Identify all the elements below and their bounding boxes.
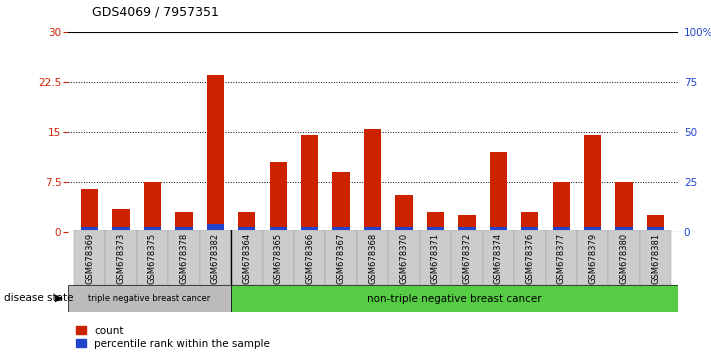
Text: GSM678367: GSM678367: [336, 233, 346, 284]
Text: GSM678365: GSM678365: [274, 233, 283, 284]
Bar: [483, 230, 514, 285]
Text: GSM678366: GSM678366: [305, 233, 314, 284]
Bar: [459, 227, 476, 232]
Text: GSM678372: GSM678372: [462, 233, 471, 284]
Bar: [388, 230, 419, 285]
Bar: [105, 230, 137, 285]
Bar: [238, 227, 255, 232]
Bar: [584, 135, 602, 232]
Text: non-triple negative breast cancer: non-triple negative breast cancer: [367, 294, 542, 304]
Bar: [427, 227, 444, 232]
Bar: [609, 230, 640, 285]
Bar: [616, 182, 633, 232]
Text: GSM678364: GSM678364: [242, 233, 251, 284]
Bar: [552, 227, 570, 232]
Bar: [262, 230, 294, 285]
Bar: [74, 230, 105, 285]
Bar: [514, 230, 545, 285]
Bar: [521, 212, 538, 232]
Bar: [81, 227, 98, 232]
Bar: [112, 209, 129, 232]
Text: GSM678375: GSM678375: [148, 233, 157, 284]
Bar: [207, 75, 224, 232]
Bar: [301, 135, 319, 232]
Bar: [301, 227, 319, 232]
Text: GDS4069 / 7957351: GDS4069 / 7957351: [92, 5, 219, 18]
Text: GSM678377: GSM678377: [557, 233, 566, 284]
Bar: [294, 230, 326, 285]
Text: GSM678378: GSM678378: [179, 233, 188, 284]
Text: GSM678376: GSM678376: [525, 233, 534, 284]
Bar: [395, 227, 412, 232]
Text: GSM678382: GSM678382: [211, 233, 220, 284]
Bar: [647, 215, 664, 232]
Text: triple negative breast cancer: triple negative breast cancer: [88, 294, 210, 303]
Bar: [333, 227, 350, 232]
Text: GSM678381: GSM678381: [651, 233, 660, 284]
Bar: [207, 224, 224, 232]
Bar: [231, 230, 262, 285]
Bar: [238, 212, 255, 232]
Bar: [81, 189, 98, 232]
Bar: [419, 230, 451, 285]
Legend: count, percentile rank within the sample: count, percentile rank within the sample: [76, 326, 270, 349]
Text: GSM678379: GSM678379: [588, 233, 597, 284]
Bar: [326, 230, 357, 285]
Text: GSM678373: GSM678373: [117, 233, 126, 284]
Text: GSM678374: GSM678374: [494, 233, 503, 284]
Bar: [200, 230, 231, 285]
Bar: [175, 212, 193, 232]
Bar: [364, 129, 381, 232]
Text: GSM678368: GSM678368: [368, 233, 377, 284]
Bar: [427, 212, 444, 232]
Bar: [144, 182, 161, 232]
Bar: [169, 230, 200, 285]
Bar: [357, 230, 388, 285]
Bar: [459, 215, 476, 232]
Text: GSM678380: GSM678380: [619, 233, 629, 284]
Bar: [395, 195, 412, 232]
Bar: [577, 230, 609, 285]
Bar: [552, 182, 570, 232]
Bar: [269, 227, 287, 232]
Bar: [175, 227, 193, 232]
Bar: [490, 152, 507, 232]
Text: GSM678371: GSM678371: [431, 233, 440, 284]
Bar: [364, 227, 381, 232]
Bar: [647, 227, 664, 232]
Bar: [545, 230, 577, 285]
Text: ▶: ▶: [55, 293, 63, 303]
Text: disease state: disease state: [4, 293, 73, 303]
Bar: [640, 230, 671, 285]
Bar: [584, 227, 602, 232]
Bar: [68, 285, 231, 312]
Bar: [137, 230, 169, 285]
Bar: [269, 162, 287, 232]
Text: GSM678370: GSM678370: [400, 233, 409, 284]
Bar: [616, 227, 633, 232]
Bar: [333, 172, 350, 232]
Bar: [144, 227, 161, 232]
Bar: [490, 227, 507, 232]
Bar: [231, 285, 678, 312]
Bar: [451, 230, 483, 285]
Bar: [112, 227, 129, 232]
Text: GSM678369: GSM678369: [85, 233, 94, 284]
Bar: [521, 227, 538, 232]
